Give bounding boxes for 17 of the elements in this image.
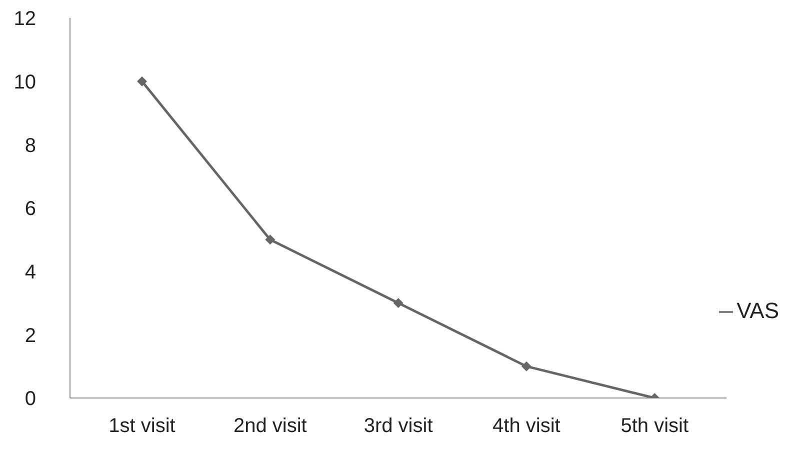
y-tick-label: 2 bbox=[24, 324, 36, 347]
y-tick-label: 6 bbox=[24, 198, 36, 220]
y-tick-label: 8 bbox=[24, 134, 36, 157]
point bbox=[521, 361, 532, 372]
point bbox=[265, 234, 276, 245]
x-tick-label: 4th visit bbox=[492, 415, 561, 438]
x-tick-label: 3rd visit bbox=[364, 415, 434, 438]
point bbox=[393, 298, 404, 308]
x-tick-label: 1st visit bbox=[108, 415, 176, 438]
x-tick-label: 2nd visit bbox=[233, 415, 308, 438]
legend-label: VAS bbox=[736, 298, 779, 323]
point bbox=[137, 76, 147, 86]
y-tick-label: 0 bbox=[24, 388, 36, 410]
y-tick-label: 12 bbox=[14, 8, 36, 30]
y-tick-label: 4 bbox=[24, 261, 36, 284]
x-tick-label: 5th visit bbox=[620, 415, 689, 438]
y-tick-label: 10 bbox=[14, 71, 36, 94]
